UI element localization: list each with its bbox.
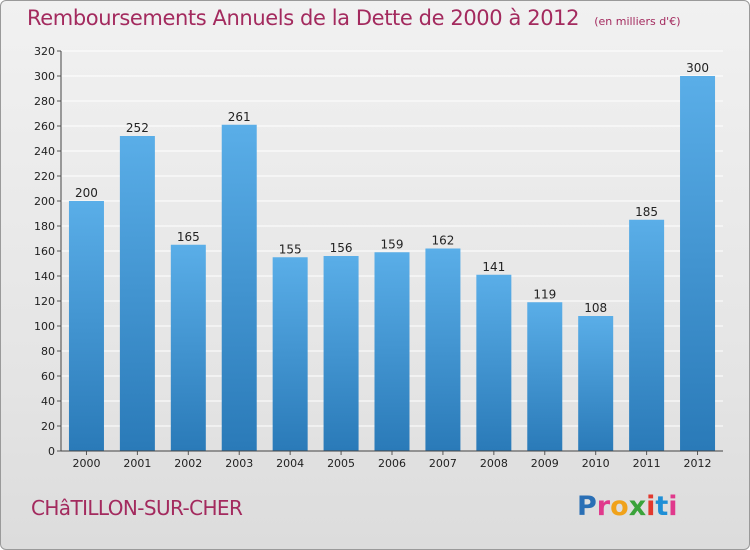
x-tick-label: 2004 [276, 457, 304, 470]
x-tick-label: 2005 [327, 457, 355, 470]
bar [68, 201, 104, 451]
data-label: 141 [482, 260, 505, 274]
bar [170, 244, 206, 451]
y-tick-label: 320 [34, 45, 55, 58]
x-tick-label: 2008 [480, 457, 508, 470]
x-tick-label: 2001 [123, 457, 151, 470]
bar [680, 76, 716, 451]
data-label: 155 [279, 242, 302, 256]
y-tick-label: 20 [41, 420, 55, 433]
x-tick-label: 2012 [684, 457, 712, 470]
x-tick-label: 2000 [72, 457, 100, 470]
data-label: 252 [126, 121, 149, 135]
chart-subtitle: (en milliers d'€) [594, 15, 681, 28]
data-labels: 200 252 165 261 155 156 159 162 141 119 108 185 300 [75, 61, 709, 315]
y-tick-label: 60 [41, 370, 55, 383]
bar [578, 316, 614, 451]
y-tick-label: 200 [34, 195, 55, 208]
y-tick-label: 120 [34, 295, 55, 308]
y-tick-label: 280 [34, 95, 55, 108]
logo-letter: r [596, 491, 611, 522]
bar [476, 274, 512, 451]
y-tick-label: 300 [34, 70, 55, 83]
bar [527, 302, 563, 451]
logo-letter: P [577, 491, 597, 522]
x-tick-label: 2003 [225, 457, 253, 470]
bar [221, 124, 257, 451]
x-tick-label: 2011 [633, 457, 661, 470]
data-label: 261 [228, 110, 251, 124]
bar [374, 252, 410, 451]
bar [629, 219, 665, 451]
data-label: 200 [75, 186, 98, 200]
y-tick-label: 160 [34, 245, 55, 258]
data-label: 165 [177, 230, 200, 244]
bar [272, 257, 308, 451]
y-tick-label: 0 [48, 445, 55, 458]
data-label: 119 [533, 287, 556, 301]
x-tick-labels: 2000 2001 2002 2003 2004 2005 2006 2007 2008 2009… [72, 451, 712, 470]
y-tick-label: 180 [34, 220, 55, 233]
y-tick-label: 220 [34, 170, 55, 183]
y-tick-label: 80 [41, 345, 55, 358]
data-label: 300 [686, 61, 709, 75]
data-label: 159 [381, 237, 404, 251]
x-tick-label: 2006 [378, 457, 406, 470]
chart-title: Remboursements Annuels de la Dette de 20… [27, 6, 580, 30]
bars [68, 76, 716, 451]
y-tick-label: 260 [34, 120, 55, 133]
logo-letter: i [646, 491, 656, 522]
axes [60, 51, 723, 452]
y-tick-label: 140 [34, 270, 55, 283]
y-tick-label: 100 [34, 320, 55, 333]
logo-letter: o [610, 491, 629, 522]
data-label: 162 [431, 234, 454, 248]
proxiti-logo: Proxiti [577, 491, 678, 522]
logo-letter: x [628, 491, 647, 522]
y-tick-labels: 0 20 40 60 80 100 120 140 160 180 200 220 240 260 280 3… [34, 45, 61, 458]
y-tick-label: 40 [41, 395, 55, 408]
logo-letter: i [668, 491, 678, 522]
data-label: 108 [584, 301, 607, 315]
y-tick-label: 240 [34, 145, 55, 158]
x-tick-label: 2010 [582, 457, 610, 470]
logo-letter: t [655, 491, 669, 522]
title-row: Remboursements Annuels de la Dette de 20… [27, 6, 680, 30]
town-name: CHâTILLON-SUR-CHER [31, 496, 243, 520]
x-tick-label: 2002 [174, 457, 202, 470]
bar [323, 256, 359, 451]
data-label: 156 [330, 241, 353, 255]
bar [425, 248, 461, 451]
x-tick-label: 2009 [531, 457, 559, 470]
data-label: 185 [635, 205, 658, 219]
x-tick-label: 2007 [429, 457, 457, 470]
bar [119, 136, 155, 451]
